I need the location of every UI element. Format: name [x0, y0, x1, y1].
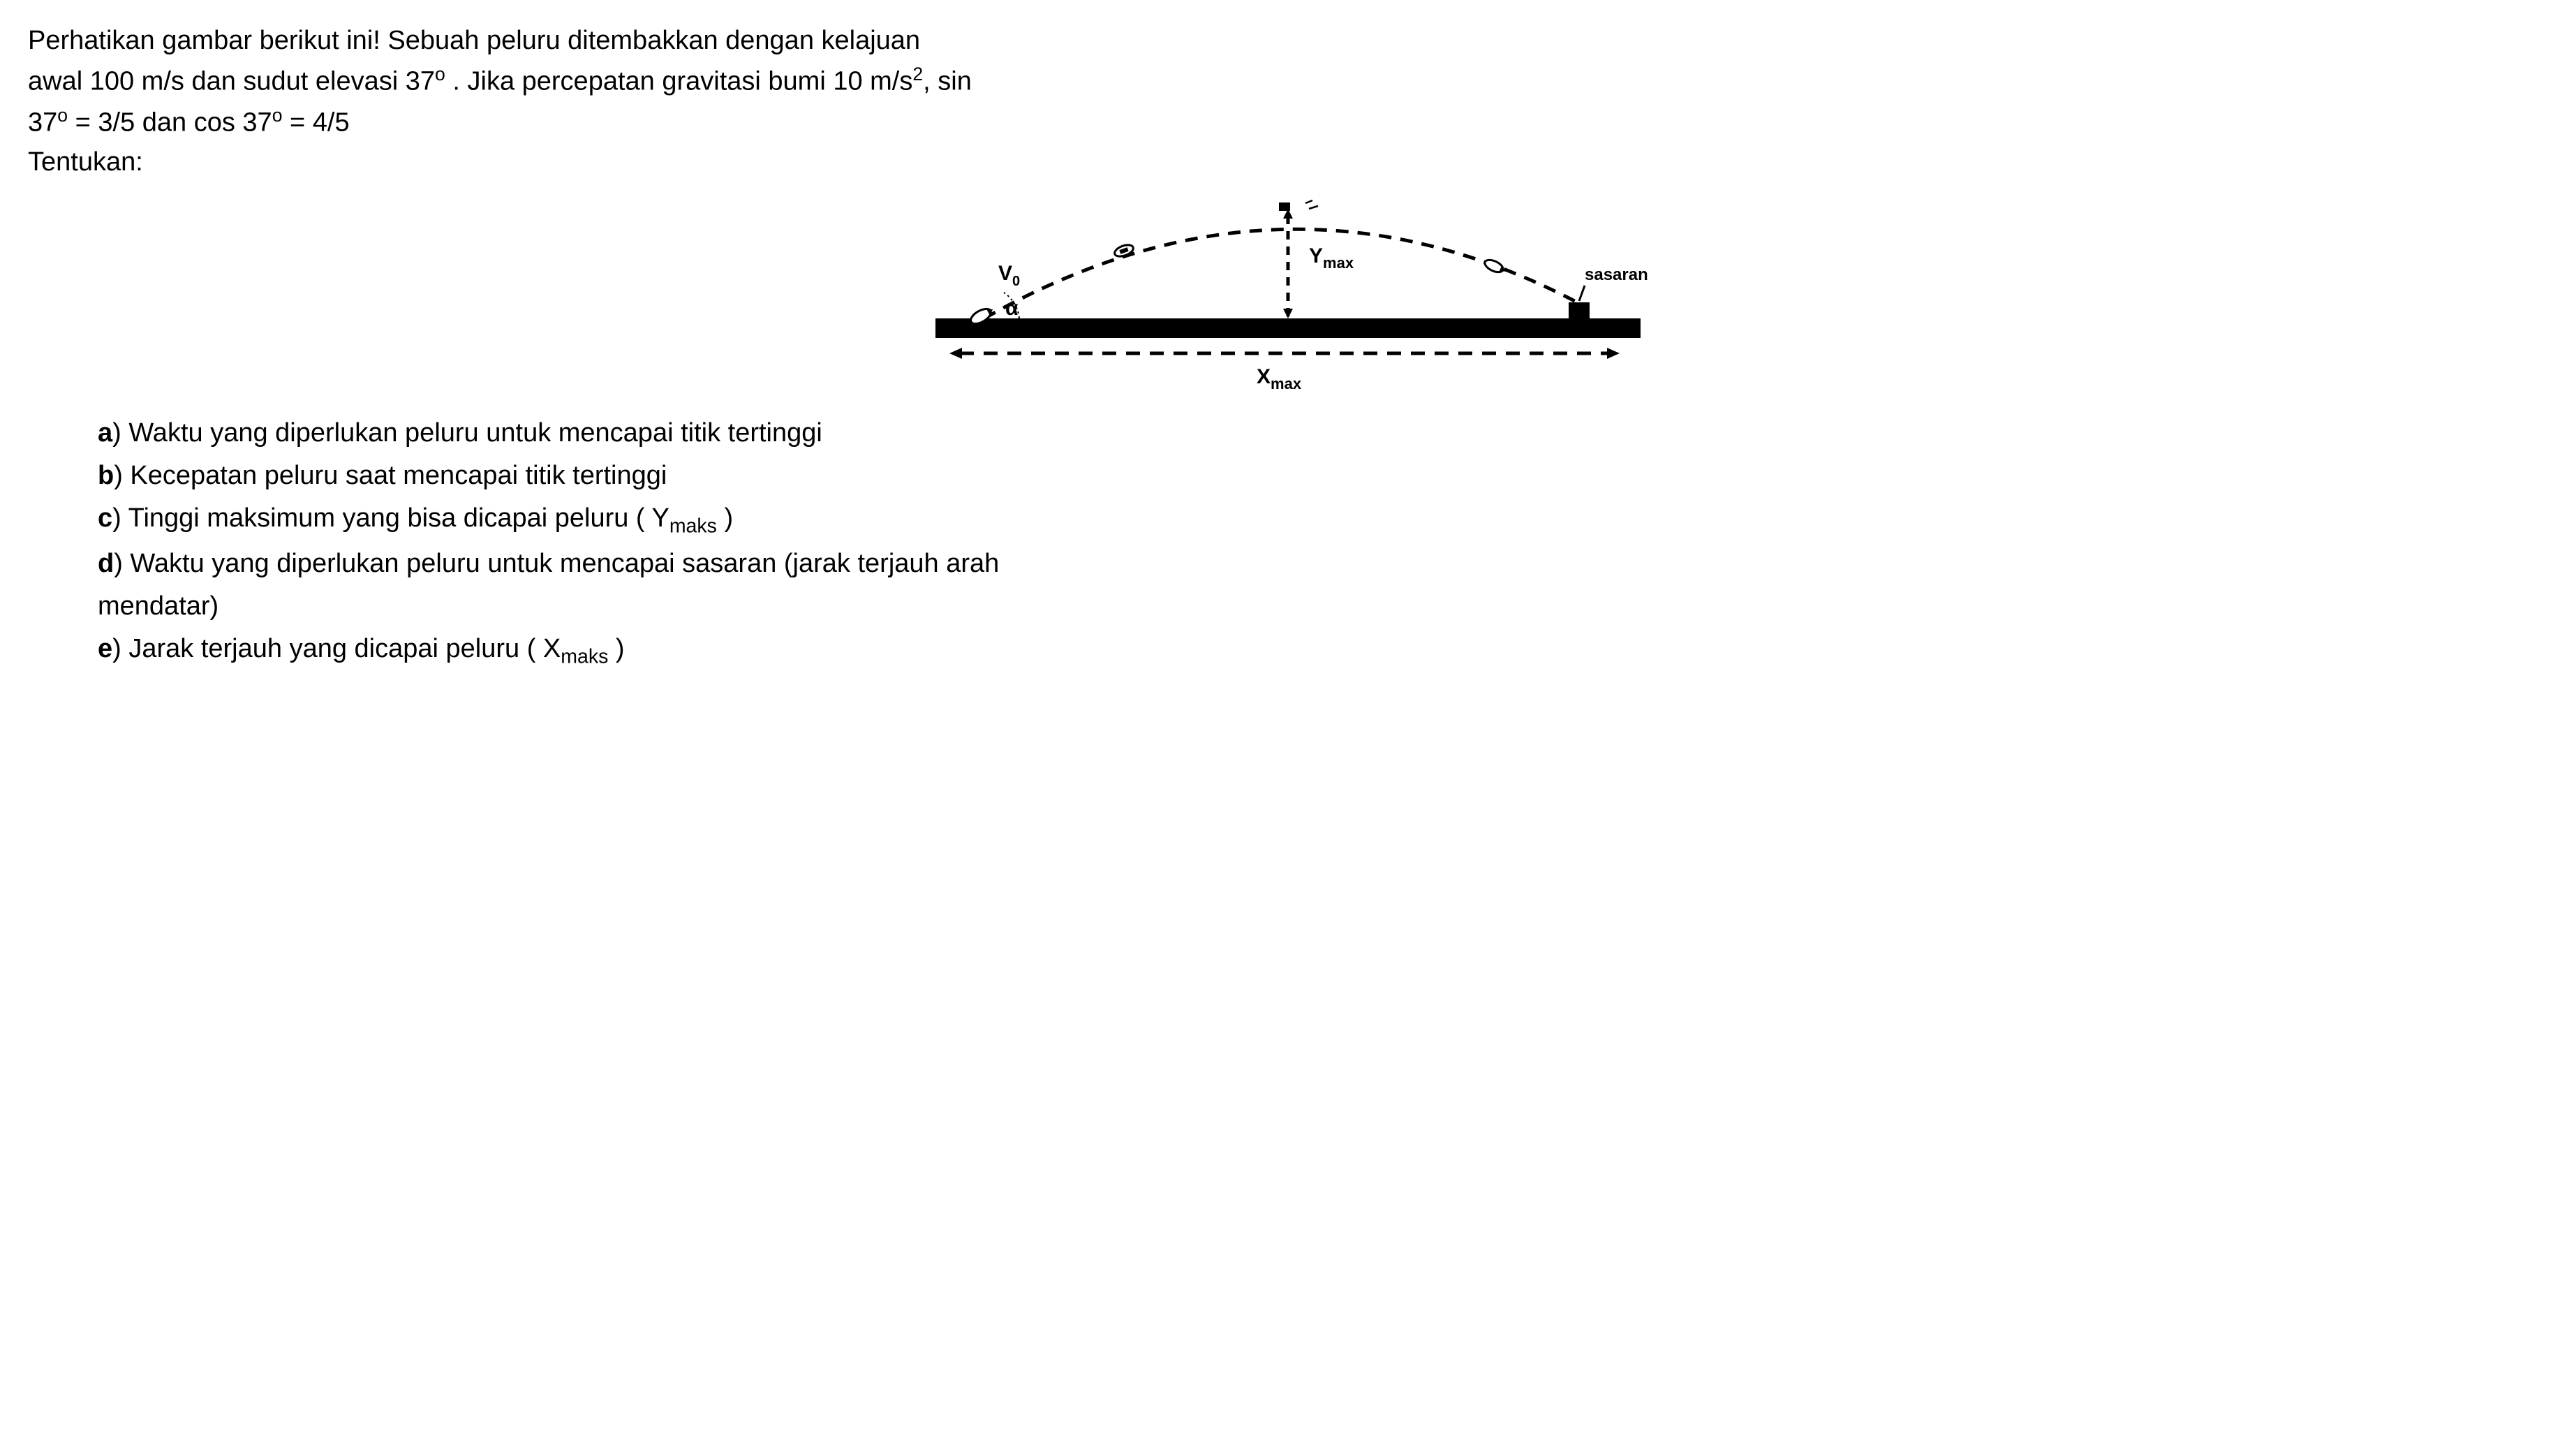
question-d-cont: mendatar)	[98, 586, 2548, 627]
question-d: d) Waktu yang diperlukan peluru untuk me…	[98, 543, 2548, 584]
questions-list: a) Waktu yang diperlukan peluru untuk me…	[98, 413, 2548, 672]
alpha-label: α	[1005, 297, 1019, 320]
question-b: b) Kecepatan peluru saat mencapai titik …	[98, 455, 2548, 496]
ymax-label: Ymax	[1309, 244, 1354, 272]
problem-statement: Perhatikan gambar berikut ini! Sebuah pe…	[28, 21, 2548, 182]
question-a: a) Waktu yang diperlukan peluru untuk me…	[98, 413, 2548, 454]
ground-bar	[935, 318, 1641, 338]
trajectory-path	[984, 230, 1581, 319]
xmax-arrow-right	[1607, 348, 1620, 359]
problem-line4: Tentukan:	[28, 142, 2548, 182]
v0-label: V0	[998, 262, 1020, 289]
sasaran-label: sasaran	[1585, 265, 1648, 284]
sasaran-pointer	[1579, 286, 1585, 301]
question-c: c) Tinggi maksimum yang bisa dicapai pel…	[98, 498, 2548, 542]
bullet-ascending	[1113, 243, 1134, 259]
problem-line1: Perhatikan gambar berikut ini! Sebuah pe…	[28, 21, 2548, 61]
bullet-top-marks	[1305, 200, 1318, 209]
target-block	[1569, 302, 1590, 320]
xmax-arrow-left	[949, 348, 962, 359]
bullet-descending	[1483, 258, 1507, 276]
question-e: e) Jarak terjauh yang dicapai peluru ( X…	[98, 628, 2548, 672]
problem-line3: 37o = 3/5 dan cos 37o = 4/5	[28, 102, 2548, 143]
xmax-label: Xmax	[1257, 365, 1302, 392]
problem-line2: awal 100 m/s dan sudut elevasi 37o . Jik…	[28, 61, 2548, 102]
projectile-diagram: V0 α Ymax Xmax sasaran	[921, 196, 1655, 392]
ymax-arrow-down	[1283, 309, 1293, 318]
diagram-container: V0 α Ymax Xmax sasaran	[28, 196, 2548, 392]
